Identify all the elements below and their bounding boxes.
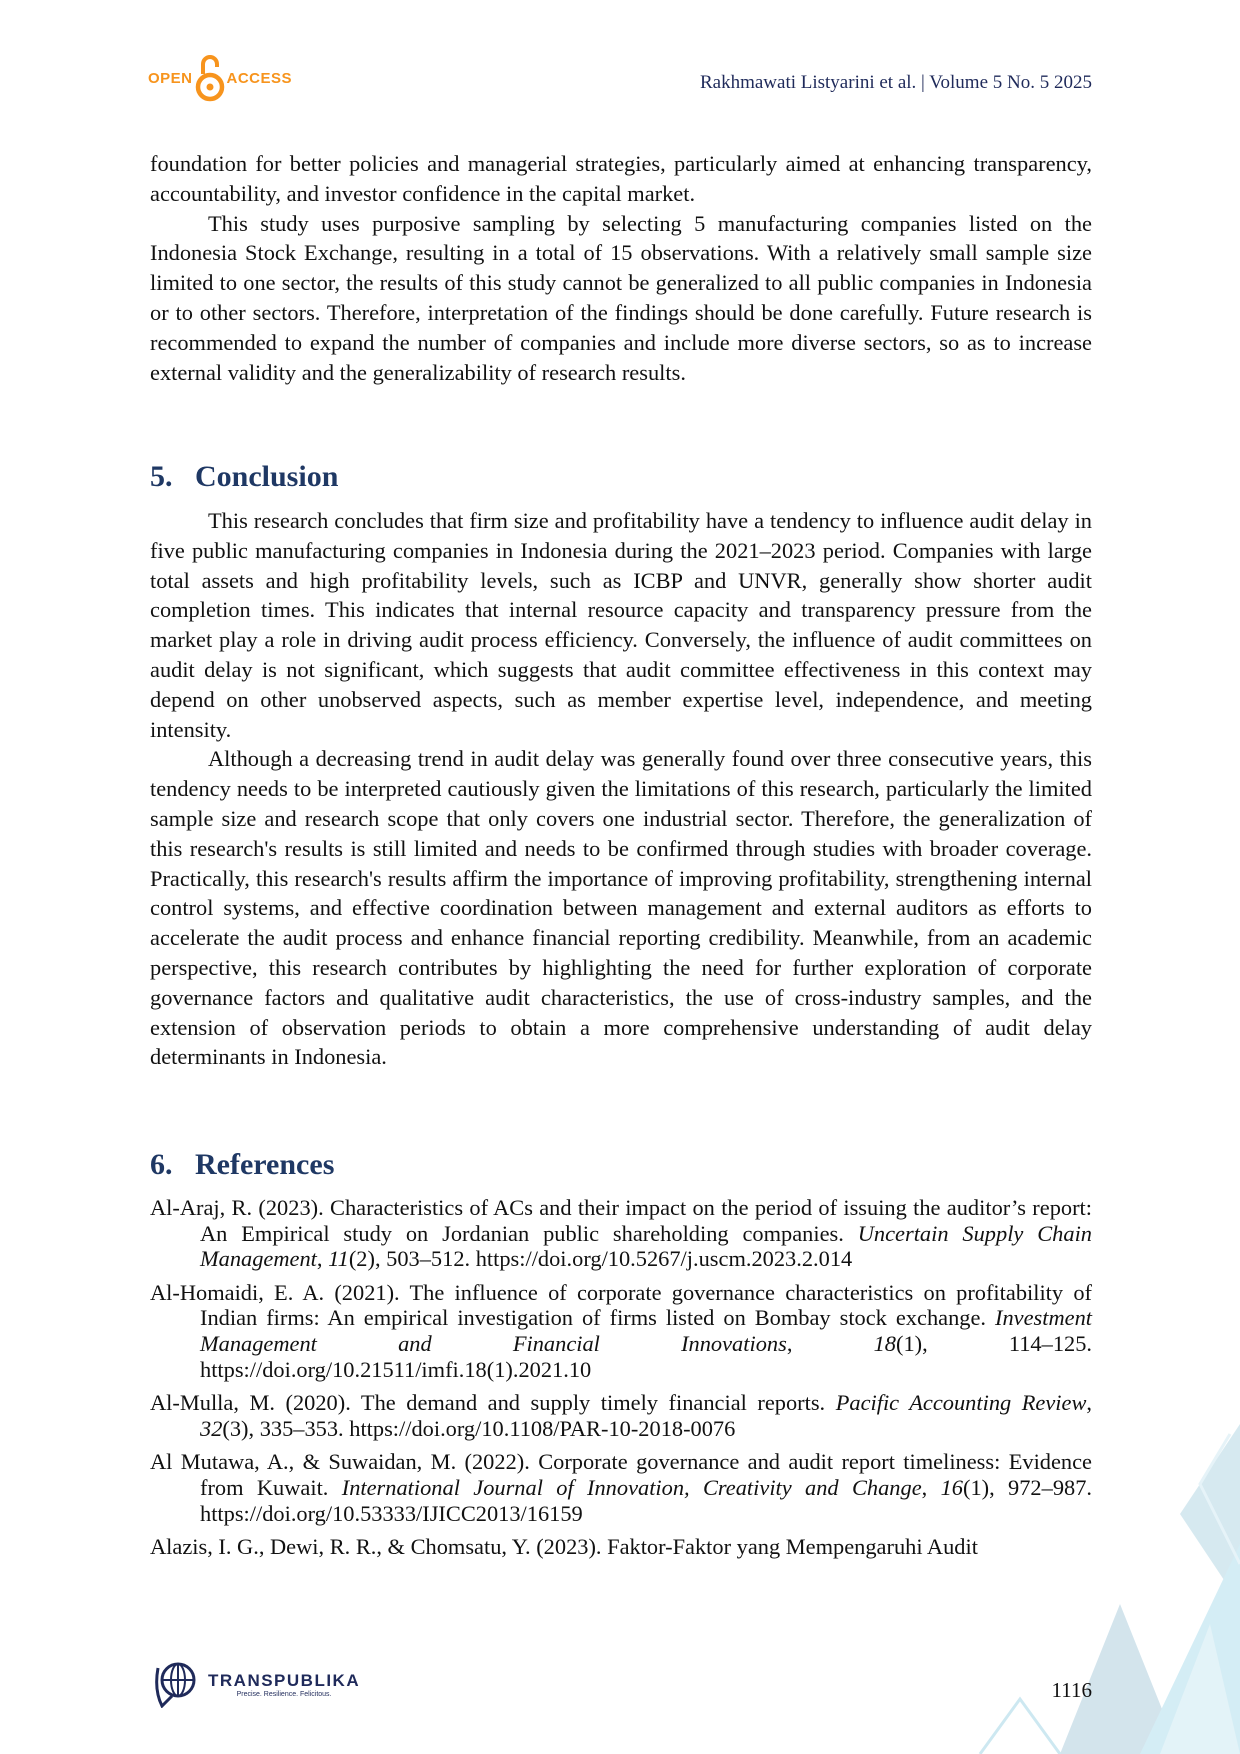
brand-name: TRANSPUBLIKA <box>208 1670 361 1690</box>
conclusion-section: This research concludes that firm size a… <box>150 506 1092 1072</box>
reference-item: Al-Homaidi, E. A. (2021). The influence … <box>150 1279 1093 1382</box>
brand-tagline: Precise. Resilience. Felicitous. <box>236 1690 332 1698</box>
reference-list: Al-Araj, R. (2023). Characteristics of A… <box>150 1195 1092 1568</box>
paragraph: Although a decreasing trend in audit del… <box>150 746 1092 1070</box>
open-lock-icon <box>195 55 224 102</box>
section-heading-conclusion: 5. Conclusion <box>150 460 339 493</box>
paragraph: This study uses purposive sampling by se… <box>150 210 1092 385</box>
reference-item: Al-Araj, R. (2023). Characteristics of A… <box>150 1195 1092 1272</box>
intro-section: foundation for better policies and manag… <box>150 149 1092 387</box>
open-access-logo: OPEN ACCESS <box>148 52 292 104</box>
logo-open-text: OPEN <box>148 69 193 87</box>
reference-item: Alazis, I. G., Dewi, R. R., & Chomsatu, … <box>150 1534 978 1560</box>
page-number: 1116 <box>1051 1678 1092 1702</box>
transpublika-logo: TRANSPUBLIKA Precise. Resilience. Felici… <box>152 1660 360 1708</box>
reference-item: Al-Mulla, M. (2020). The demand and supp… <box>150 1390 1093 1441</box>
reference-item: Al Mutawa, A., & Suwaidan, M. (2022). Co… <box>150 1449 1093 1526</box>
paragraph: foundation for better policies and manag… <box>150 151 1092 206</box>
logo-access-text: ACCESS <box>226 69 293 87</box>
paragraph: This research concludes that firm size a… <box>150 508 1092 742</box>
section-heading-references: 6. References <box>150 1148 335 1181</box>
running-head: Rakhmawati Listyarini et al. | Volume 5 … <box>699 72 1092 93</box>
decorative-triangles <box>978 1424 1240 1754</box>
globe-icon <box>155 1662 196 1708</box>
